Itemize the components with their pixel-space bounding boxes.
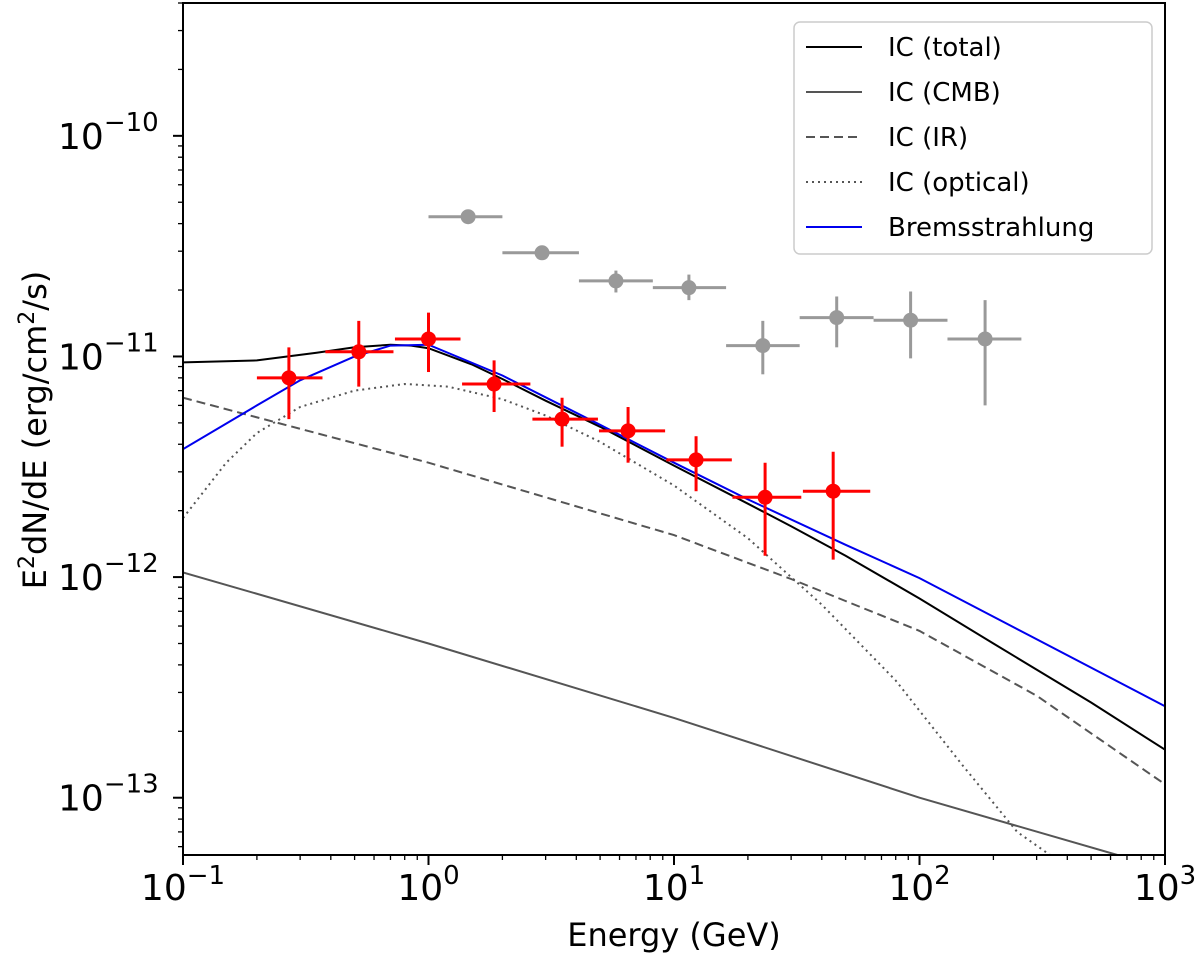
y-tick-label: 10−13 [58,770,159,820]
x-tick-label: 10−1 [141,861,225,909]
legend-label: Bremsstrahlung [888,213,1094,243]
x-axis-ticks: 10−1 100 101 102 103 [141,855,1196,909]
gray-data-point [947,300,1022,406]
legend-box [793,21,1153,255]
series-line-ic-cmb [183,571,1118,855]
marker [903,312,919,328]
x-axis-label: Energy (GeV) [567,916,781,954]
series-line-bremsstrahlung [183,343,1165,708]
legend-label: IC (optical) [888,168,1030,198]
marker [421,331,436,347]
marker [460,209,476,225]
marker [829,310,845,326]
legend-label: IC (total) [888,33,1002,63]
marker [281,370,297,386]
x-tick-label: 101 [643,861,705,909]
red-data-point [732,462,802,556]
marker [620,423,636,439]
gray-data-point [652,274,727,301]
y-axis-label: E2dN/dE (erg/cm2/s) [15,271,54,590]
x-tick-label: 102 [888,861,950,909]
red-data-point [394,312,461,373]
red-data-point [802,451,871,560]
red-data-point [666,436,732,492]
marker [825,483,841,499]
legend-label: IC (CMB) [888,78,1001,108]
gray-data-point [502,245,579,261]
marker [757,489,773,505]
gray-data-point [726,320,800,375]
marker [681,280,697,296]
data-points [256,209,1022,560]
x-tick-label: 103 [1134,861,1196,909]
y-axis-ticks: 10−13 10−12 10−11 10−10 [58,108,183,820]
red-data-point [599,407,666,463]
x-tick-label: 100 [397,861,459,909]
gray-data-point [428,209,503,225]
series-line-ic-optical [183,382,1051,855]
marker [486,376,502,392]
legend: IC (total) IC (CMB) IC (IR) IC (optical) Bre… [793,21,1153,255]
gray-data-point [578,270,653,293]
marker [554,411,570,427]
gray-data-point [873,291,948,359]
gray-data-point [799,296,874,348]
legend-label: IC (IR) [888,123,968,153]
marker [755,338,771,354]
marker [977,331,993,347]
marker [534,245,550,261]
marker [351,344,367,360]
marker [688,452,704,468]
marker [608,273,624,289]
y-tick-label: 10−10 [58,108,159,158]
red-data-point [325,320,394,387]
red-data-point [532,397,598,447]
red-data-point [256,347,323,420]
y-tick-label: 10−11 [58,328,159,378]
series-line-ic-ir [183,396,1165,786]
red-data-point [462,360,531,413]
y-tick-label: 10−12 [58,549,159,599]
